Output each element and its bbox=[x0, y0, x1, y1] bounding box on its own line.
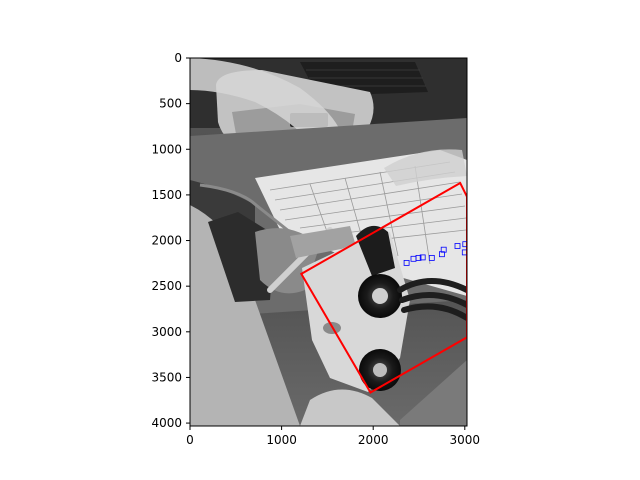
y-axis: 0 500 1000 1500 2000 2500 3000 3500 4000 bbox=[151, 51, 190, 430]
y-tick-label: 0 bbox=[174, 51, 182, 65]
x-tick-label: 0 bbox=[186, 433, 194, 447]
blue-marker-9 bbox=[462, 241, 467, 248]
y-tick-label: 4000 bbox=[151, 416, 182, 430]
x-axis: 0 1000 2000 3000 bbox=[186, 426, 480, 447]
blue-marker-2 bbox=[415, 254, 422, 261]
blue-marker-3 bbox=[419, 254, 426, 261]
red-polygon bbox=[299, 181, 467, 394]
blue-marker-7 bbox=[454, 243, 461, 249]
blue-marker-0 bbox=[403, 259, 410, 266]
blue-marker-5 bbox=[438, 251, 445, 258]
y-tick-label: 1500 bbox=[151, 188, 182, 202]
blue-marker-6 bbox=[440, 246, 447, 253]
x-tick-label: 1000 bbox=[266, 433, 297, 447]
blue-marker-4 bbox=[428, 254, 435, 261]
y-tick-label: 1000 bbox=[151, 142, 182, 156]
y-tick-label: 3000 bbox=[151, 325, 182, 339]
blue-marker-8 bbox=[461, 249, 467, 256]
x-tick-label: 3000 bbox=[450, 433, 481, 447]
y-tick-label: 2500 bbox=[151, 279, 182, 293]
x-tick-label: 2000 bbox=[358, 433, 389, 447]
y-tick-label: 500 bbox=[159, 97, 182, 111]
background-photo bbox=[190, 58, 467, 426]
y-tick-label: 3500 bbox=[151, 370, 182, 384]
overlay-layer bbox=[299, 181, 467, 394]
axes-frame bbox=[189, 57, 468, 427]
y-tick-label: 2000 bbox=[151, 234, 182, 248]
